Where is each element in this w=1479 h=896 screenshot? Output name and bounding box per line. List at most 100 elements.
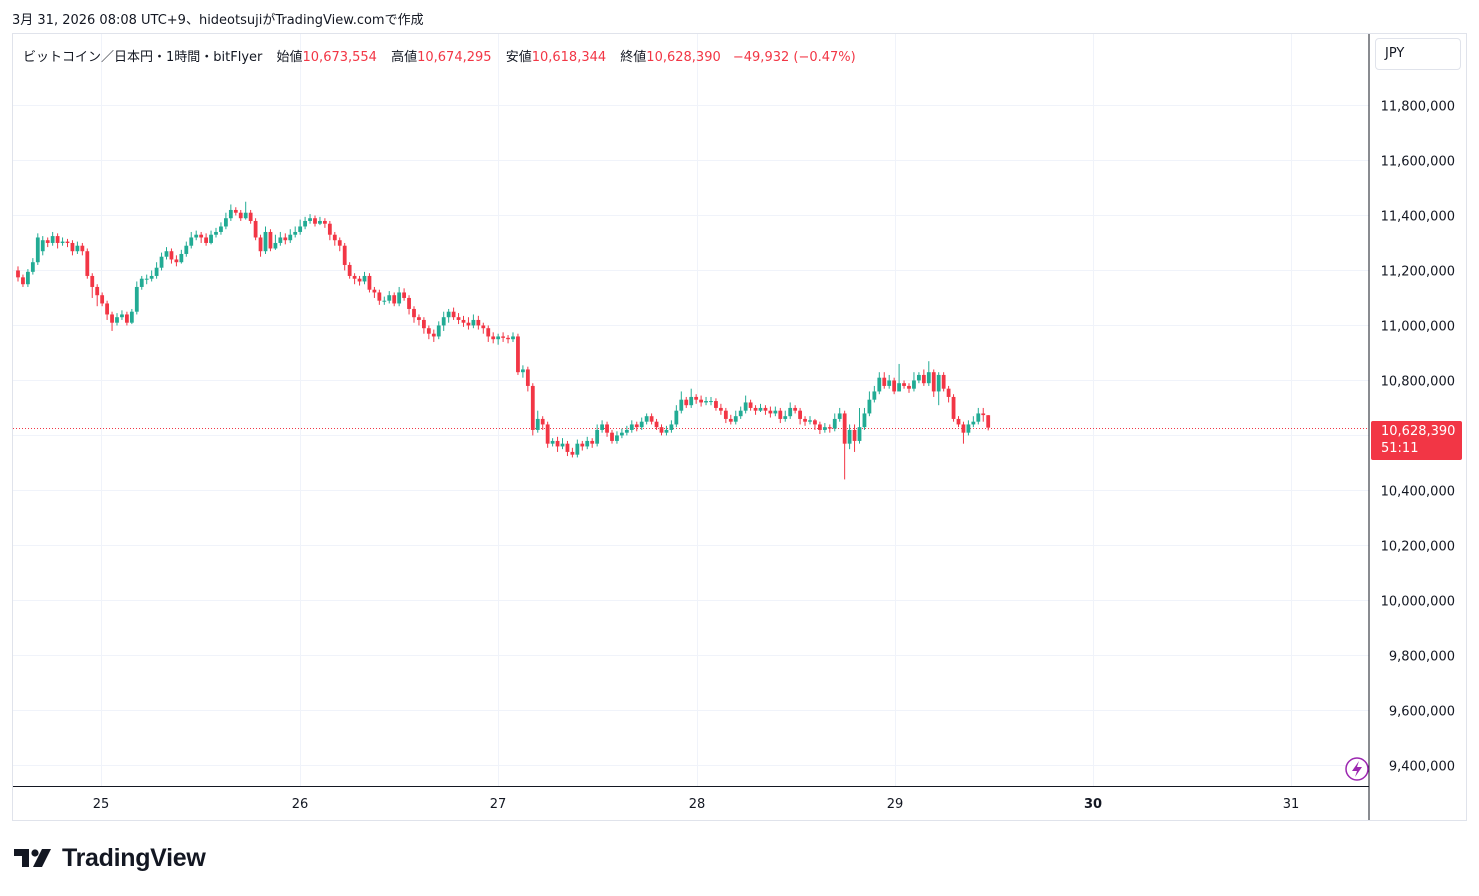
candle-body	[560, 443, 565, 447]
candle-body	[154, 267, 159, 276]
candle-body	[243, 212, 248, 219]
candle-body	[951, 396, 956, 419]
candle-body	[144, 278, 149, 280]
candle	[16, 266, 20, 282]
candle	[486, 325, 491, 342]
candle	[268, 229, 273, 252]
candle	[917, 372, 921, 384]
chart-grid	[13, 34, 1369, 786]
candle-body	[417, 317, 421, 320]
candle-body	[65, 241, 70, 243]
candle	[332, 231, 337, 246]
candle	[976, 407, 981, 425]
candle	[857, 407, 862, 444]
candle	[184, 241, 189, 257]
candle-body	[337, 240, 342, 246]
time-tick-label: 29	[887, 797, 904, 812]
ohlc-legend: ビットコイン／日本円・1時間・bitFlyer 始値10,673,554 高値1…	[23, 46, 856, 65]
candle-body	[565, 443, 570, 452]
candle-body	[976, 413, 981, 422]
price-tick-label: 11,200,000	[1381, 264, 1455, 279]
candle	[550, 438, 555, 447]
change-value: −49,932 (−0.47%)	[732, 50, 856, 65]
candle	[837, 407, 842, 422]
candle	[323, 218, 327, 228]
candle-body	[639, 421, 644, 428]
candle	[605, 421, 609, 437]
candle-body	[209, 234, 213, 243]
candle	[783, 410, 788, 422]
candle-body	[758, 407, 763, 411]
candle-body	[491, 336, 496, 340]
candle-body	[422, 319, 426, 329]
candle-body	[426, 328, 431, 334]
candle-body	[966, 424, 971, 433]
candle	[219, 222, 223, 235]
candle-body	[238, 212, 243, 219]
candle	[654, 418, 659, 430]
candle-body	[654, 421, 659, 428]
candle-body	[471, 319, 476, 326]
candle-body	[431, 333, 436, 337]
candle-body	[936, 374, 941, 392]
tradingview-logo-icon	[14, 849, 51, 867]
candle-body	[733, 416, 738, 422]
candle	[867, 391, 872, 417]
candle	[293, 226, 298, 238]
high-label: 高値	[391, 50, 418, 65]
candle	[902, 380, 906, 389]
lightning-icon[interactable]	[1345, 757, 1369, 781]
candle-body	[803, 418, 807, 422]
tradingview-logo[interactable]: TradingView	[14, 843, 206, 873]
candle	[238, 209, 243, 221]
candle	[694, 394, 699, 404]
candle-body	[466, 322, 471, 326]
candle	[318, 216, 322, 226]
candle	[402, 288, 406, 301]
candle-body	[436, 325, 441, 337]
candle	[530, 383, 535, 436]
candle-body	[367, 275, 372, 290]
price-tick-label: 10,400,000	[1381, 484, 1455, 499]
candle	[971, 416, 976, 428]
candle	[926, 361, 931, 386]
candle	[288, 229, 293, 243]
candle	[129, 308, 134, 325]
candle	[278, 231, 283, 246]
candle-body	[412, 308, 416, 318]
currency-button[interactable]: JPY	[1375, 38, 1461, 70]
candle-body	[535, 418, 540, 430]
candle	[253, 218, 258, 241]
candle-body	[714, 401, 718, 408]
candle	[931, 369, 936, 397]
candle	[451, 307, 456, 320]
candle	[961, 421, 966, 444]
price-tick-label: 11,600,000	[1381, 154, 1455, 169]
candle	[966, 420, 971, 436]
candle-body	[897, 383, 901, 392]
time-tick-label: 27	[490, 797, 507, 812]
candle	[189, 231, 194, 249]
candle-body	[872, 391, 877, 400]
candle	[283, 233, 288, 245]
candle-body	[704, 401, 708, 403]
candle-body	[372, 289, 377, 293]
candle-body	[273, 242, 278, 249]
candle-body	[580, 443, 585, 447]
candle-body	[530, 385, 535, 430]
symbol-title: ビットコイン／日本円・1時間・bitFlyer	[23, 50, 263, 65]
candle	[629, 420, 634, 433]
candle	[228, 204, 233, 221]
candle	[337, 237, 342, 252]
candle	[506, 335, 510, 344]
price-tick-label: 10,200,000	[1381, 539, 1455, 554]
candle	[169, 248, 174, 264]
candle-body	[219, 226, 223, 232]
candle	[313, 215, 317, 227]
candle-body	[35, 237, 40, 263]
candle	[382, 296, 387, 305]
logo-text: TradingView	[62, 843, 206, 872]
candle	[95, 284, 100, 307]
candle-body	[907, 385, 911, 389]
